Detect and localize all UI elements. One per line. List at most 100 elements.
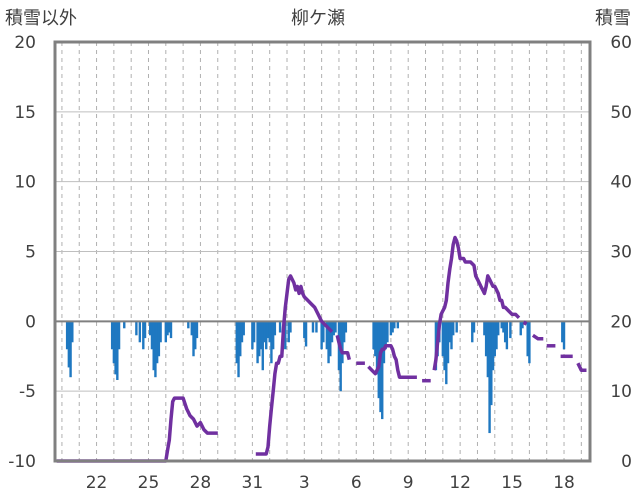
bar (330, 321, 334, 343)
bar (372, 321, 375, 350)
bar (386, 321, 389, 343)
x-tick-label: 12 (449, 473, 471, 493)
bar (505, 321, 509, 350)
line-segment (335, 334, 351, 361)
bar (322, 321, 325, 343)
bar (265, 321, 268, 350)
line-segment (522, 320, 528, 326)
right-tick-label: 20 (610, 312, 632, 332)
right-tick-label: 30 (610, 243, 632, 263)
bar (384, 321, 387, 350)
bar (142, 321, 145, 350)
bar (332, 321, 335, 336)
bar (252, 321, 256, 343)
bar (342, 321, 346, 343)
bar (155, 321, 159, 364)
bar (509, 321, 512, 339)
x-tick-labels: 22 25 28 31 3 6 9 12 15 18 (86, 473, 575, 493)
bar (448, 321, 451, 343)
bar (278, 321, 282, 333)
bar (168, 321, 171, 333)
bar (493, 321, 496, 357)
bar (289, 321, 292, 333)
bar (389, 321, 393, 336)
bar (486, 321, 490, 378)
bar (149, 321, 152, 336)
bar (472, 321, 476, 333)
right-tick-label: 50 (610, 103, 632, 123)
bar (166, 321, 169, 336)
bar (271, 321, 275, 350)
bar (143, 321, 147, 339)
right-tick-label: 60 (610, 33, 632, 53)
bar (452, 321, 455, 336)
left-axis-label: 積雪以外 (5, 8, 77, 29)
bar (396, 321, 400, 329)
line-series (56, 235, 587, 463)
x-tick-label: 25 (138, 473, 160, 493)
left-tick-label: 10 (14, 173, 36, 193)
bar (325, 321, 329, 350)
line-segment (367, 344, 417, 379)
bar (164, 321, 168, 343)
bar (268, 321, 271, 343)
bar (391, 321, 394, 333)
left-tick-label: 15 (14, 103, 36, 123)
bar (154, 321, 157, 378)
bar (159, 321, 162, 343)
bar (483, 321, 486, 336)
bar (242, 321, 245, 336)
bar (490, 321, 493, 406)
bar (259, 321, 263, 350)
line-segment (531, 333, 544, 341)
bar (266, 321, 270, 339)
left-tick-label: -10 (8, 452, 36, 472)
bar (521, 321, 524, 329)
plot-frame (53, 40, 592, 463)
bar (117, 321, 121, 350)
bar (190, 321, 193, 336)
bar (261, 321, 264, 371)
bar (152, 321, 155, 371)
bar (471, 321, 474, 343)
bar (315, 321, 318, 333)
right-tick-label: 0 (621, 452, 632, 472)
bar (561, 321, 564, 343)
x-tick-label: 28 (190, 473, 212, 493)
x-tick-label: 6 (351, 473, 362, 493)
bar (334, 321, 337, 333)
bar (497, 321, 500, 336)
bar (284, 321, 287, 350)
x-tick-label: 18 (553, 473, 575, 493)
bar (69, 321, 72, 378)
bar (263, 321, 266, 343)
bar (192, 321, 195, 357)
bar (114, 321, 117, 375)
line-segment (255, 274, 334, 456)
bar (287, 321, 290, 343)
bar (341, 321, 344, 364)
bar (374, 321, 377, 357)
bar (311, 321, 315, 333)
bar (443, 321, 446, 371)
bar (123, 321, 126, 329)
bar (135, 321, 138, 336)
line-segment (576, 362, 587, 372)
right-tick-label: 40 (610, 173, 632, 193)
bar (273, 321, 277, 336)
bar (491, 321, 495, 371)
right-tick-labels: 0 10 20 30 40 50 60 (610, 33, 632, 472)
bar (65, 321, 69, 350)
bar (304, 321, 308, 347)
x-tick-label: 15 (501, 473, 523, 493)
bar (157, 321, 161, 357)
bar (526, 321, 529, 357)
bar (495, 321, 498, 350)
x-tick-label: 31 (242, 473, 264, 493)
bar (150, 321, 154, 350)
bar (502, 321, 505, 333)
bar (329, 321, 332, 357)
bar (445, 321, 448, 385)
bar (256, 321, 259, 364)
